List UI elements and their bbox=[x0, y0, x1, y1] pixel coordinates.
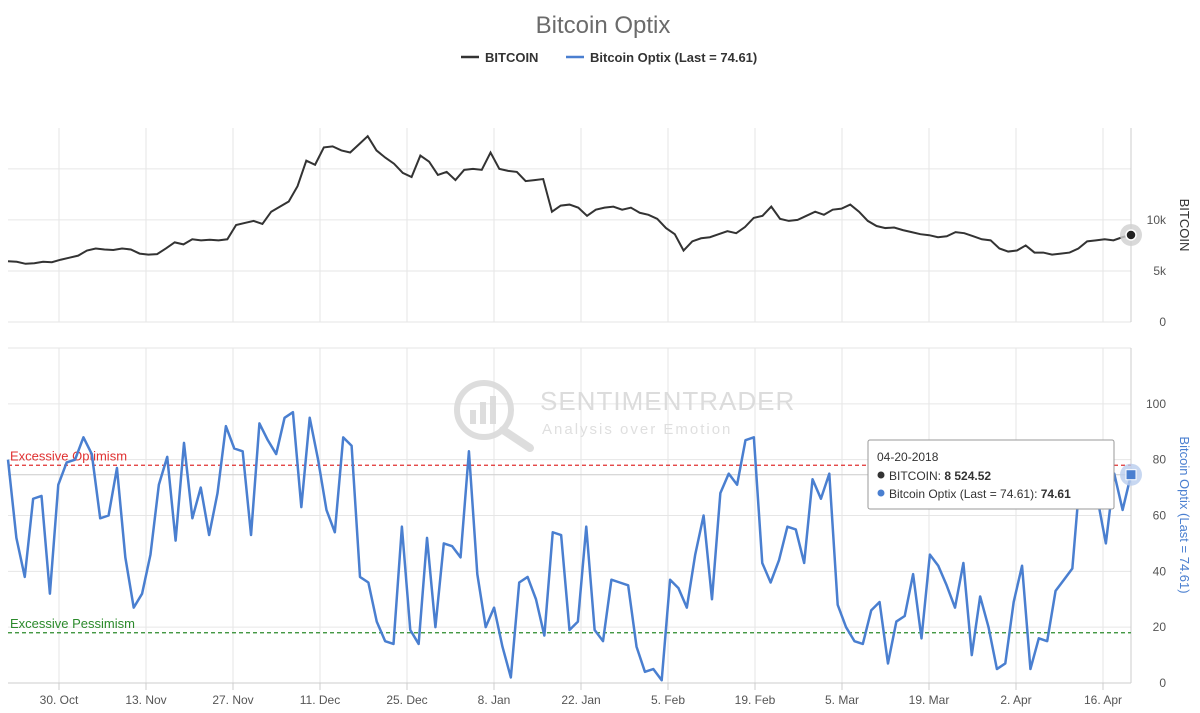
x-tick-label: 2. Apr bbox=[1000, 693, 1031, 707]
legend-item-optix[interactable]: Bitcoin Optix (Last = 74.61) bbox=[566, 50, 757, 65]
optix-last-point[interactable] bbox=[1125, 469, 1137, 481]
tooltip-box bbox=[867, 439, 1115, 510]
bitcoin-axis-title: BITCOIN bbox=[1177, 199, 1192, 252]
bitcoin-y-tick-label: 5k bbox=[1153, 264, 1167, 278]
optix-y-tick-label: 40 bbox=[1153, 564, 1167, 578]
x-tick-label: 8. Jan bbox=[478, 693, 511, 707]
bitcoin-y-tick-label: 0 bbox=[1159, 315, 1166, 329]
tooltip: 04-20-2018 BITCOIN: 8 524.52 Bitcoin Opt… bbox=[867, 439, 1115, 510]
tooltip-optix-dot-icon bbox=[877, 489, 885, 497]
watermark-tagline: Analysis over Emotion bbox=[542, 421, 732, 438]
x-tick-label: 27. Nov bbox=[212, 693, 253, 707]
optix-y-tick-label: 80 bbox=[1153, 453, 1167, 467]
watermark: SENTIMENTRADER Analysis over Emotion bbox=[454, 380, 795, 452]
panel-optix: 0 20 40 60 80 100 Bitcoin Optix (Last = 74.61… bbox=[6, 347, 1192, 690]
optix-y-tick-label: 60 bbox=[1153, 509, 1167, 523]
chart-title: Bitcoin Optix bbox=[536, 12, 671, 39]
optix-y-tick-label: 20 bbox=[1153, 620, 1167, 634]
x-tick-label: 5. Feb bbox=[651, 693, 685, 707]
x-tick-label: 19. Mar bbox=[909, 693, 950, 707]
watermark-bar-3 bbox=[490, 396, 496, 424]
excessive-optimism-label: Excessive Optimism bbox=[10, 448, 127, 463]
tooltip-optix-label: Bitcoin Optix (Last = 74.61) bbox=[889, 487, 1034, 501]
legend[interactable]: BITCOIN Bitcoin Optix (Last = 74.61) bbox=[461, 50, 757, 65]
watermark-logo-icon bbox=[454, 380, 514, 440]
bitcoin-last-point[interactable] bbox=[1125, 229, 1137, 241]
bitcoin-y-tick-label: 10k bbox=[1147, 213, 1167, 227]
tooltip-bitcoin-row: BITCOIN: 8 524.52 bbox=[889, 469, 991, 483]
watermark-bar-1 bbox=[470, 410, 476, 424]
optix-series-line bbox=[6, 410, 1133, 682]
tooltip-bitcoin-value: 8 524.52 bbox=[944, 469, 991, 483]
bitcoin-series-line bbox=[7, 134, 1132, 265]
x-tick-label: 22. Jan bbox=[561, 693, 600, 707]
tooltip-optix-value: 74.61 bbox=[1041, 487, 1071, 501]
x-tick-label: 30. Oct bbox=[40, 693, 79, 707]
excessive-pessimism-label: Excessive Pessimism bbox=[10, 616, 135, 631]
legend-item-bitcoin[interactable]: BITCOIN bbox=[461, 50, 538, 65]
tooltip-date: 04-20-2018 bbox=[877, 450, 939, 464]
x-axis-ticks: 30. Oct 13. Nov 27. Nov 11. Dec 25. Dec 8. Ja… bbox=[40, 683, 1122, 707]
watermark-handle bbox=[499, 426, 534, 452]
x-tick-label: 5. Mar bbox=[825, 693, 859, 707]
tooltip-bitcoin-colon: : bbox=[938, 469, 945, 483]
watermark-brand: SENTIMENTRADER bbox=[540, 386, 795, 416]
x-tick-label: 16. Apr bbox=[1084, 693, 1122, 707]
bitcoin-grid bbox=[8, 128, 1131, 323]
optix-axis-title: Bitcoin Optix (Last = 74.61) bbox=[1177, 436, 1192, 593]
tooltip-bitcoin-label: BITCOIN bbox=[889, 469, 938, 483]
x-tick-label: 11. Dec bbox=[300, 693, 340, 707]
optix-y-tick-label: 0 bbox=[1159, 676, 1166, 690]
tooltip-bitcoin-dot-icon bbox=[877, 471, 885, 479]
legend-label-optix: Bitcoin Optix (Last = 74.61) bbox=[590, 50, 757, 65]
optix-y-ticks: 0 20 40 60 80 100 bbox=[1146, 397, 1166, 690]
x-tick-label: 13. Nov bbox=[125, 693, 166, 707]
panel-bitcoin: 0 5k 10k BITCOIN bbox=[7, 128, 1192, 329]
x-tick-label: 19. Feb bbox=[735, 693, 776, 707]
x-tick-label: 25. Dec bbox=[386, 693, 427, 707]
watermark-bar-2 bbox=[480, 402, 486, 424]
legend-label-bitcoin: BITCOIN bbox=[485, 50, 538, 65]
bitcoin-y-ticks: 0 5k 10k bbox=[1147, 213, 1167, 329]
optix-y-tick-label: 100 bbox=[1146, 397, 1166, 411]
tooltip-optix-row: Bitcoin Optix (Last = 74.61): 74.61 bbox=[889, 487, 1071, 501]
tooltip-optix-colon: : bbox=[1034, 487, 1041, 501]
